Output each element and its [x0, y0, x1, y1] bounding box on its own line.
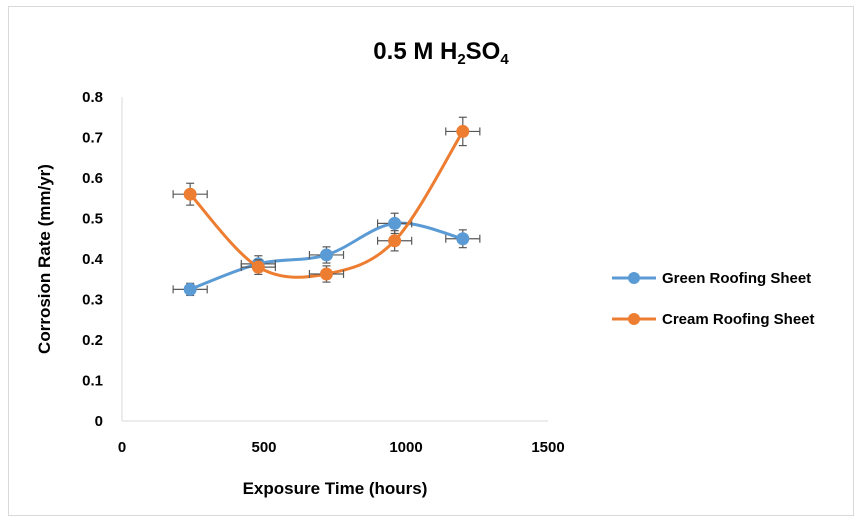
legend-item: Green Roofing Sheet — [612, 270, 811, 287]
y-tick-label: 0.4 — [82, 251, 104, 268]
chart-frame — [8, 6, 854, 516]
data-point — [251, 260, 265, 274]
y-tick-label: 0.8 — [82, 89, 103, 106]
x-tick-label: 500 — [251, 439, 276, 456]
data-point — [456, 232, 470, 246]
title-main: 0.5 M H — [373, 38, 457, 65]
y-tick-label: 0.5 — [82, 211, 103, 228]
y-tick-label: 0 — [95, 413, 103, 430]
x-tick-label: 0 — [118, 439, 126, 456]
y-tick-label: 0.3 — [82, 292, 103, 309]
data-point — [388, 234, 402, 248]
title-mid: SO — [466, 38, 501, 65]
series-layer — [172, 116, 481, 297]
data-point — [183, 187, 197, 201]
x-axis-title: Exposure Time (hours) — [243, 479, 428, 498]
title-sub2: 4 — [500, 51, 509, 68]
series-cream-roofing-sheet — [172, 116, 481, 283]
series-green-roofing-sheet — [172, 212, 481, 297]
y-tick-label: 0.6 — [82, 170, 103, 187]
y-axis-title: Corrosion Rate (mm/yr) — [35, 164, 54, 354]
y-tick-label: 0.1 — [82, 373, 103, 390]
data-point — [183, 282, 197, 296]
legend-marker — [628, 272, 640, 284]
title-sub1: 2 — [457, 51, 465, 68]
legend-item: Cream Roofing Sheet — [612, 311, 815, 328]
y-tick-label: 0.2 — [82, 332, 103, 349]
legend: Green Roofing Sheet Cream Roofing Sheet — [612, 270, 815, 328]
ticks: 0 0.1 0.2 0.3 0.4 0.5 0.6 0.7 0.8 0 500 1000 1500 — [82, 89, 565, 456]
data-point — [319, 248, 333, 262]
chart-title: 0.5 M H2SO4 — [373, 38, 509, 68]
legend-label: Green Roofing Sheet — [662, 270, 811, 287]
data-point — [319, 267, 333, 281]
x-tick-label: 1000 — [389, 439, 422, 456]
y-tick-label: 0.7 — [82, 130, 103, 147]
legend-marker — [628, 313, 640, 325]
data-point — [388, 216, 402, 230]
x-tick-label: 1500 — [531, 439, 564, 456]
legend-label: Cream Roofing Sheet — [662, 311, 815, 328]
data-point — [456, 124, 470, 138]
